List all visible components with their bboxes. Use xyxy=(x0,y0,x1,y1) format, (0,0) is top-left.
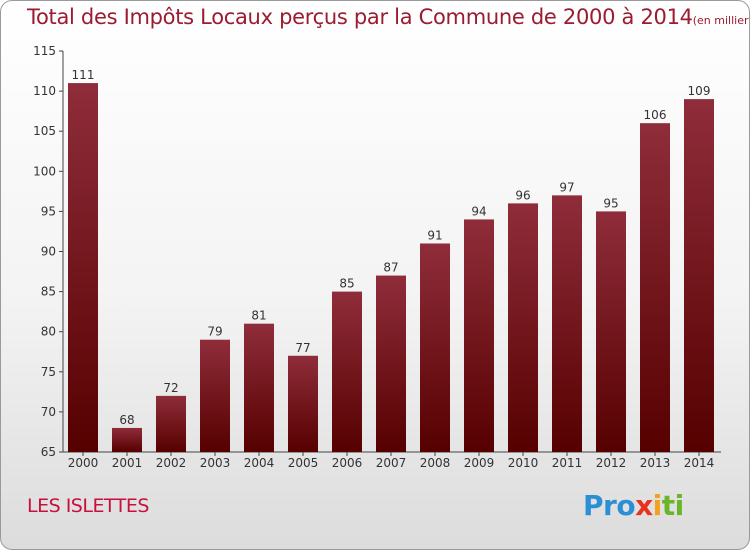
bar xyxy=(112,427,142,452)
bar-value-label: 96 xyxy=(515,188,530,202)
bar xyxy=(244,323,274,452)
y-tick-label: 85 xyxy=(41,285,56,299)
chart-title-text: Total des Impôts Locaux perçus par la Co… xyxy=(27,5,693,29)
commune-name: LES ISLETTES xyxy=(27,495,149,517)
bar-value-label: 85 xyxy=(339,277,354,291)
bar xyxy=(68,83,98,452)
x-tick-label: 2012 xyxy=(596,456,627,470)
y-tick-label: 105 xyxy=(33,124,56,138)
y-tick-label: 65 xyxy=(41,445,56,459)
y-tick-label: 110 xyxy=(33,84,56,98)
bar-value-label: 97 xyxy=(559,180,574,194)
bar-value-label: 68 xyxy=(119,413,134,427)
y-tick-label: 115 xyxy=(33,44,56,58)
bars xyxy=(68,83,714,453)
bar-value-label: 72 xyxy=(163,381,178,395)
bar-value-label: 95 xyxy=(603,196,618,210)
bar xyxy=(684,99,714,453)
y-tick-label: 80 xyxy=(41,325,56,339)
logo-part-4: ti xyxy=(661,489,684,522)
bar xyxy=(332,291,362,452)
x-tick-label: 2003 xyxy=(200,456,231,470)
logo-part-2: x xyxy=(635,489,653,522)
bar-value-label: 87 xyxy=(383,261,398,275)
bar xyxy=(288,355,318,452)
bar xyxy=(420,243,450,452)
bar xyxy=(200,339,230,452)
bar-value-label: 79 xyxy=(207,325,222,339)
bar xyxy=(508,203,538,452)
x-tick-label: 2013 xyxy=(640,456,671,470)
x-tick-label: 2008 xyxy=(420,456,451,470)
x-tick-label: 2005 xyxy=(288,456,319,470)
logo-part-1: Pro xyxy=(583,489,636,522)
x-tick-label: 2001 xyxy=(112,456,143,470)
bar xyxy=(596,211,626,452)
x-tick-label: 2007 xyxy=(376,456,407,470)
chart-unit: (en milliers d'€) xyxy=(692,14,749,27)
bar-value-label: 106 xyxy=(644,108,667,122)
bar-value-label: 111 xyxy=(72,68,95,82)
bar-value-label: 91 xyxy=(427,228,442,242)
y-tick-label: 70 xyxy=(41,405,56,419)
bar xyxy=(552,195,582,453)
proxiti-logo: Proxiti xyxy=(583,489,684,522)
bar-value-label: 94 xyxy=(471,204,486,218)
data-labels: 111 68 72 79 81 77 85 87 91 94 96 97 95 106 109 xyxy=(72,68,711,427)
bar xyxy=(464,219,494,452)
bar xyxy=(156,395,186,452)
bar xyxy=(640,123,670,453)
x-tick-label: 2014 xyxy=(684,456,715,470)
y-tick-label: 90 xyxy=(41,245,56,259)
x-tick-label: 2004 xyxy=(244,456,275,470)
x-tick-label: 2000 xyxy=(68,456,99,470)
bar xyxy=(376,275,406,452)
bar-value-label: 81 xyxy=(251,309,266,323)
chart-title: Total des Impôts Locaux perçus par la Co… xyxy=(27,5,749,29)
y-tick-label: 95 xyxy=(41,204,56,218)
y-tick-label: 75 xyxy=(41,365,56,379)
x-tick-label: 2009 xyxy=(464,456,495,470)
bar-value-label: 77 xyxy=(295,341,310,355)
y-tick-label: 100 xyxy=(33,164,56,178)
x-tick-label: 2010 xyxy=(508,456,539,470)
bar-value-label: 109 xyxy=(688,84,711,98)
x-tick-label: 2011 xyxy=(552,456,583,470)
x-tick-label: 2002 xyxy=(156,456,187,470)
axes: 65 70 75 80 85 90 95 100 105 110 115 2000 2001 2002 20… xyxy=(33,44,721,470)
x-tick-label: 2006 xyxy=(332,456,363,470)
logo-part-3: i xyxy=(652,489,663,522)
